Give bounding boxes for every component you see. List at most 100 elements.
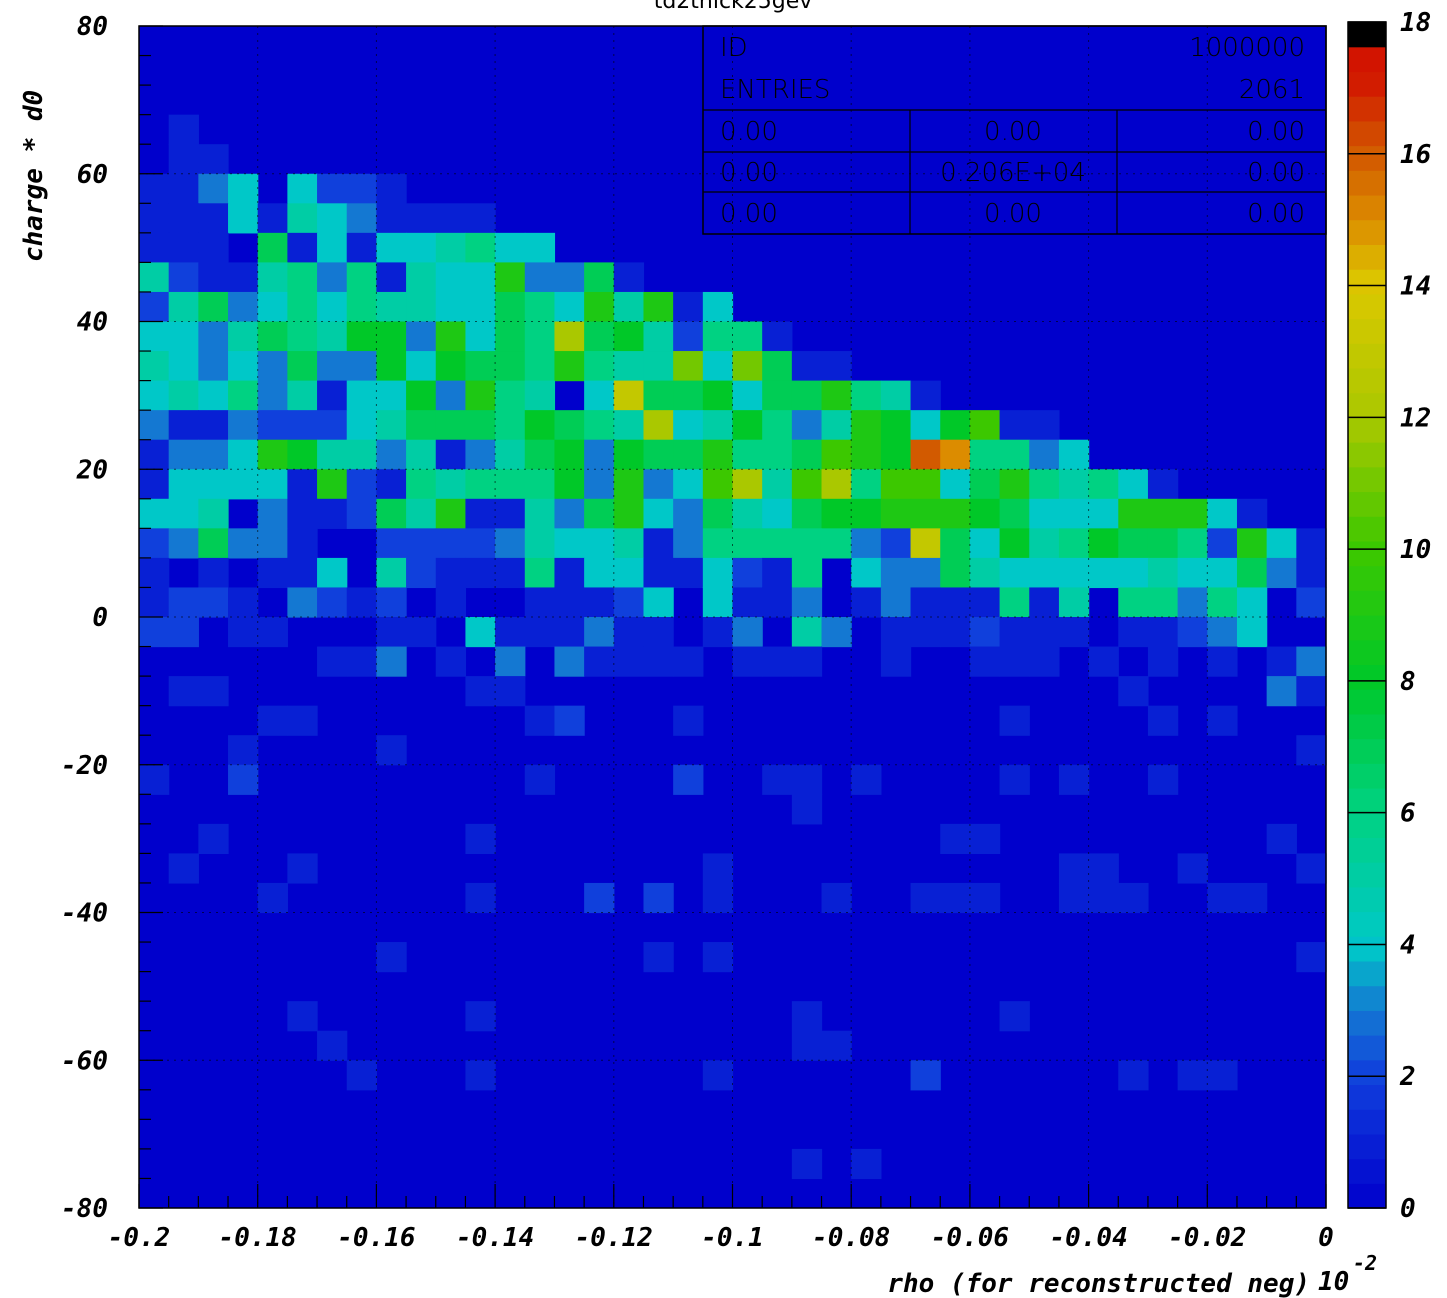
- y-tick-labels: 80 60 40 20 0 -20 -40 -60 -80: [61, 12, 108, 1224]
- heatmap-cell: [346, 498, 378, 529]
- heatmap-cell: [969, 823, 1001, 854]
- color-scale-segment: [1348, 1059, 1386, 1086]
- heatmap-cell: [613, 587, 645, 618]
- heatmap-cell: [969, 587, 1001, 618]
- stats-cell: 0.00: [720, 117, 778, 147]
- stats-cell: 0.00: [1247, 117, 1305, 147]
- heatmap-cell: [1058, 439, 1090, 470]
- heatmap-cell: [1177, 1060, 1208, 1091]
- heatmap-cell: [613, 439, 645, 470]
- heatmap-cell: [198, 173, 229, 204]
- heatmap-cell: [673, 469, 704, 500]
- heatmap-cell: [228, 262, 259, 293]
- color-scale-segment: [1348, 911, 1386, 937]
- heatmap-cell: [257, 469, 288, 500]
- heatmap-cell: [495, 439, 526, 470]
- heatmap-cell: [643, 498, 674, 529]
- heatmap-cell: [1296, 557, 1327, 589]
- heatmap-cell: [702, 321, 734, 352]
- heatmap-cell: [524, 410, 556, 441]
- x-tick-label: -0.04: [1049, 1223, 1127, 1253]
- heatmap-cell: [495, 528, 526, 559]
- heatmap-cell: [317, 291, 348, 323]
- heatmap-cell: [435, 203, 467, 234]
- heatmap-cell: [287, 291, 318, 323]
- heatmap-cell: [228, 380, 259, 411]
- heatmap-cell: [198, 351, 229, 382]
- heatmap-cell: [643, 380, 674, 411]
- heatmap-cell: [139, 410, 170, 441]
- x-tick-label: -0.06: [931, 1223, 1009, 1253]
- color-scale-segment: [1348, 269, 1386, 295]
- heatmap-cell: [762, 321, 793, 352]
- heatmap-cell: [257, 617, 288, 648]
- heatmap-cell: [198, 262, 229, 293]
- heatmap-cell: [317, 203, 348, 234]
- heatmap-cell: [376, 380, 407, 411]
- heatmap-cell: [762, 646, 793, 677]
- heatmap-cell: [1088, 498, 1119, 529]
- heatmap-cell: [584, 321, 615, 352]
- heatmap-cell: [435, 439, 467, 470]
- heatmap-cell: [673, 646, 704, 677]
- heatmap-cell: [1296, 676, 1327, 707]
- stats-box-frame: [702, 25, 1327, 235]
- heatmap-cell: [524, 439, 556, 470]
- heatmap-cell: [524, 498, 556, 529]
- stats-cell: 0.00: [1247, 158, 1305, 188]
- color-scale-segment: [1348, 1158, 1386, 1184]
- heatmap-cell: [762, 764, 793, 795]
- heatmap-cell: [257, 498, 288, 529]
- heatmap-cell: [851, 764, 882, 795]
- heatmap-cell: [673, 291, 704, 323]
- stats-id-value: 1000000: [1189, 33, 1305, 63]
- color-scale-segment: [1348, 565, 1386, 591]
- heatmap-cell: [702, 410, 734, 441]
- heatmap-cell: [584, 587, 615, 618]
- heatmap-cell: [495, 469, 526, 500]
- heatmap-cell: [1296, 528, 1327, 559]
- heatmap-cell: [465, 203, 496, 234]
- heatmap-cell: [969, 557, 1001, 589]
- heatmap-cell: [613, 528, 645, 559]
- heatmap-cell: [406, 321, 437, 352]
- heatmap-cell: [376, 528, 407, 559]
- color-scale-segment: [1348, 392, 1386, 418]
- heatmap-cell: [702, 1060, 734, 1091]
- heatmap-cell: [643, 646, 674, 677]
- heatmap-cell: [168, 498, 199, 529]
- stats-cell: 0.206E+04: [940, 158, 1086, 188]
- heatmap-cell: [317, 587, 348, 618]
- heatmap-cell: [1029, 439, 1060, 470]
- heatmap-cell: [435, 351, 467, 382]
- heatmap-cell: [732, 617, 763, 648]
- heatmap-cell: [940, 557, 971, 589]
- heatmap-cell: [346, 173, 378, 204]
- heatmap-cell: [198, 203, 229, 234]
- heatmap-cell: [376, 173, 407, 204]
- color-scale-segment: [1348, 1109, 1386, 1135]
- heatmap-cell: [257, 882, 288, 914]
- heatmap-cell: [554, 646, 585, 677]
- heatmap-cell: [673, 380, 704, 411]
- color-scale-label: 8: [1400, 667, 1416, 697]
- heatmap-cell: [1147, 528, 1179, 559]
- heatmap-cell: [287, 439, 318, 470]
- heatmap-cell: [791, 587, 823, 618]
- heatmap-cell: [376, 735, 407, 766]
- heatmap-cell: [228, 291, 259, 323]
- heatmap-cell: [168, 410, 199, 441]
- heatmap-cell: [406, 557, 437, 589]
- heatmap-cell: [198, 144, 229, 175]
- heatmap-cell: [762, 410, 793, 441]
- heatmap-cell: [168, 291, 199, 323]
- heatmap-cell: [969, 528, 1001, 559]
- stats-id-label: ID: [720, 33, 748, 63]
- grid-lines: [139, 26, 1326, 1208]
- heatmap-cell: [673, 705, 704, 736]
- heatmap-cell: [762, 557, 793, 589]
- heatmap-cell: [791, 1148, 823, 1180]
- heatmap-cell: [346, 203, 378, 234]
- heatmap-cell: [613, 557, 645, 589]
- heatmap-cell: [702, 439, 734, 470]
